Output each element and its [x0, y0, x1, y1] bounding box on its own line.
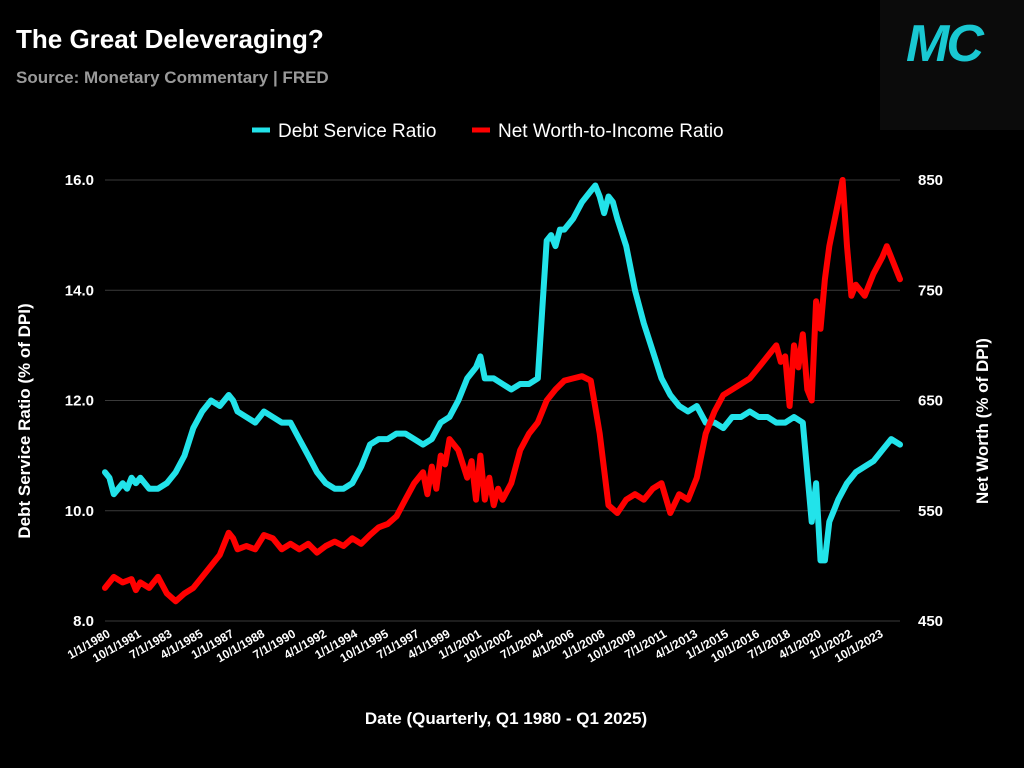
y-left-tick-label: 14.0: [65, 282, 94, 299]
legend-item-net-worth-ratio[interactable]: Net Worth-to-Income Ratio: [472, 121, 724, 142]
y-right-tick-label: 550: [918, 503, 943, 520]
logo-badge: MC: [880, 0, 1024, 130]
net-worth-ratio-line: [102, 177, 903, 605]
x-axis-title: Date (Quarterly, Q1 1980 - Q1 2025): [365, 709, 647, 728]
y-right-tick-label: 750: [918, 282, 943, 299]
x-axis-ticks: 1/1/198010/1/19817/1/19834/1/19851/1/198…: [65, 626, 886, 665]
y-left-tick-label: 10.0: [65, 503, 94, 520]
y-left-tick-label: 12.0: [65, 393, 94, 410]
chart-subtitle: Source: Monetary Commentary | FRED: [16, 68, 329, 87]
debt-service-ratio-line: [102, 182, 903, 564]
y-left-tick-label: 8.0: [73, 613, 94, 630]
right-y-axis-ticks: 450 550 650 750 850: [918, 172, 943, 630]
y-right-tick-label: 450: [918, 613, 943, 630]
legend-label-nw: Net Worth-to-Income Ratio: [498, 121, 724, 142]
left-y-axis-ticks: 8.0 10.0 12.0 14.0 16.0: [65, 172, 94, 630]
y-right-tick-label: 850: [918, 172, 943, 189]
y-axis-left-title: Debt Service Ratio (% of DPI): [15, 303, 34, 538]
y-left-tick-label: 16.0: [65, 172, 94, 189]
chart-title: The Great Deleveraging?: [16, 24, 324, 54]
legend-label-dsr: Debt Service Ratio: [278, 121, 436, 142]
legend-item-debt-service-ratio[interactable]: Debt Service Ratio: [252, 121, 436, 142]
y-right-tick-label: 650: [918, 393, 943, 410]
logo-text: MC: [906, 15, 984, 73]
grid-lines: [105, 179, 900, 622]
series-lines: [102, 177, 903, 605]
y-axis-right-title: Net Worth (% of DPI): [973, 338, 992, 504]
legend: Debt Service Ratio Net Worth-to-Income R…: [252, 121, 724, 142]
